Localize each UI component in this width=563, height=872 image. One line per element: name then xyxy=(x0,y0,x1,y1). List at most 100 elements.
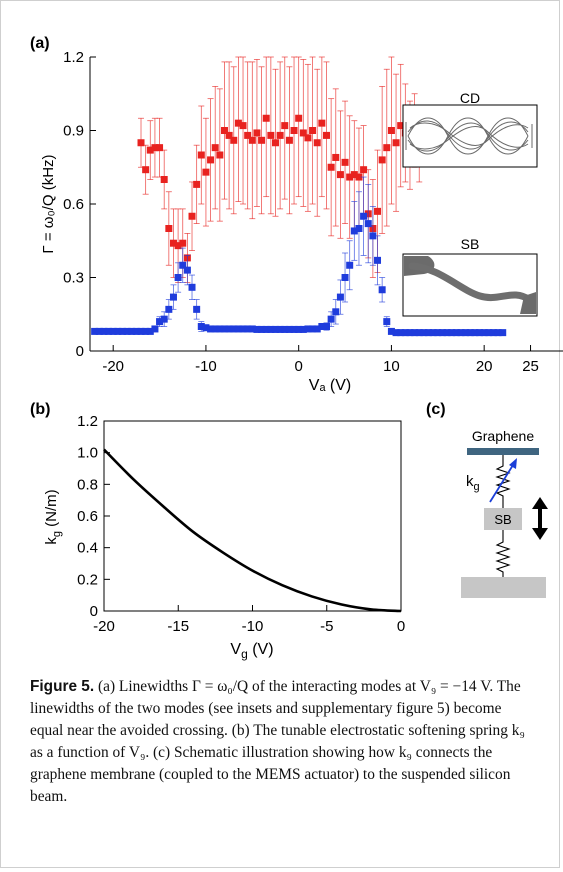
a-point-red xyxy=(197,151,205,159)
a-point-blue xyxy=(448,329,456,337)
a-point-blue xyxy=(355,225,363,232)
a-point-red xyxy=(225,131,233,139)
b-y-tick-label: 0.2 xyxy=(77,571,98,588)
a-point-blue xyxy=(332,308,340,316)
a-point-red xyxy=(285,136,293,144)
a-point-red xyxy=(188,212,196,220)
a-point-red xyxy=(165,225,173,232)
a-point-red xyxy=(137,139,145,147)
plot-a-x-label: Vₐ (V) xyxy=(309,377,351,394)
a-point-red xyxy=(383,144,391,152)
a-point-blue xyxy=(443,329,451,337)
a-point-red xyxy=(267,131,275,139)
panel-a-label: (a) xyxy=(30,35,50,52)
a-point-blue xyxy=(341,274,349,281)
a-point-blue xyxy=(193,305,201,313)
a-point-blue xyxy=(299,325,307,333)
a-point-blue xyxy=(411,329,419,337)
a-point-blue xyxy=(462,329,470,337)
b-x-tick-label: -15 xyxy=(167,618,189,635)
a-point-blue xyxy=(378,286,386,294)
b-plot-frame xyxy=(103,420,402,612)
a-point-blue xyxy=(485,329,493,337)
a-point-red xyxy=(216,151,224,159)
a-point-blue xyxy=(457,329,465,337)
a-point-blue xyxy=(105,327,113,335)
a-point-blue xyxy=(211,325,219,333)
a-point-red xyxy=(202,168,210,176)
a-point-blue xyxy=(327,315,335,323)
a-point-blue xyxy=(197,323,205,330)
plot-b-y-label: kg (N/m) xyxy=(43,489,63,544)
a-point-blue xyxy=(160,315,168,323)
inset-sb: SB xyxy=(402,236,538,317)
a-point-blue xyxy=(123,327,131,335)
a-point-red xyxy=(258,136,266,144)
panel-c-schematic: (c) Graphene kg SB xyxy=(426,401,548,598)
a-point-red xyxy=(239,122,247,130)
a-point-blue xyxy=(276,325,284,333)
a-point-blue xyxy=(132,327,140,335)
a-point-red xyxy=(160,176,168,183)
a-point-blue xyxy=(304,325,312,333)
a-point-red xyxy=(295,114,303,122)
a-point-red xyxy=(156,144,164,152)
a-point-blue xyxy=(258,325,266,333)
a-point-blue xyxy=(100,327,108,335)
a-point-blue xyxy=(438,329,446,337)
a-point-red xyxy=(360,166,368,174)
a-point-red xyxy=(313,139,321,147)
a-point-red xyxy=(207,156,215,164)
a-point-blue xyxy=(142,327,150,335)
a-point-red xyxy=(309,127,317,134)
substrate xyxy=(461,577,546,598)
b-y-tick-label: 0.8 xyxy=(77,476,98,493)
spring-label: kg xyxy=(466,473,480,493)
b-curve xyxy=(103,448,402,613)
a-point-blue xyxy=(128,327,136,335)
a-point-red xyxy=(230,136,238,144)
a-point-red xyxy=(211,144,219,152)
plot-b: 0 0.2 0.4 0.6 0.8 1.0 1.2 -20 -15 -10 -5 0 xyxy=(77,413,405,635)
b-x-tick-label: -20 xyxy=(93,618,115,635)
a-point-blue xyxy=(248,325,256,333)
a-point-red xyxy=(290,127,298,134)
panel-c-label: (c) xyxy=(426,401,446,418)
a-point-blue xyxy=(387,327,395,335)
a-point-red xyxy=(355,173,363,181)
a-point-blue xyxy=(350,227,358,235)
a-point-blue xyxy=(244,325,252,333)
a-point-blue xyxy=(489,329,497,337)
a-point-blue xyxy=(151,325,159,333)
a-point-blue xyxy=(230,325,238,333)
a-point-red xyxy=(332,153,340,161)
a-point-red xyxy=(299,129,307,137)
a-point-blue xyxy=(401,329,409,337)
b-y-tick-label: 1.2 xyxy=(77,413,98,430)
a-y-tick-label: 1.2 xyxy=(63,49,84,66)
a-point-red xyxy=(271,139,279,147)
a-point-red xyxy=(327,163,335,171)
a-point-blue xyxy=(290,325,298,333)
a-point-blue xyxy=(420,329,428,337)
beam-label: SB xyxy=(494,512,511,527)
graphene-label: Graphene xyxy=(472,428,534,444)
a-point-blue xyxy=(434,329,442,337)
a-y-tick-label: 0.3 xyxy=(63,270,84,287)
b-y-tick-label: 0.6 xyxy=(77,508,98,525)
a-point-red xyxy=(248,136,256,144)
a-point-red xyxy=(346,173,354,181)
a-point-blue xyxy=(374,256,382,264)
a-point-blue xyxy=(234,325,242,333)
a-point-red xyxy=(323,131,330,139)
a-point-blue xyxy=(476,329,484,337)
a-point-blue xyxy=(91,327,99,335)
a-point-red xyxy=(374,207,382,215)
a-point-blue xyxy=(499,329,507,337)
a-point-blue xyxy=(281,325,289,333)
panel-b-label: (b) xyxy=(30,401,50,418)
a-point-blue xyxy=(369,232,377,240)
a-point-blue xyxy=(429,329,437,337)
b-x-tick-label: 0 xyxy=(397,618,405,635)
